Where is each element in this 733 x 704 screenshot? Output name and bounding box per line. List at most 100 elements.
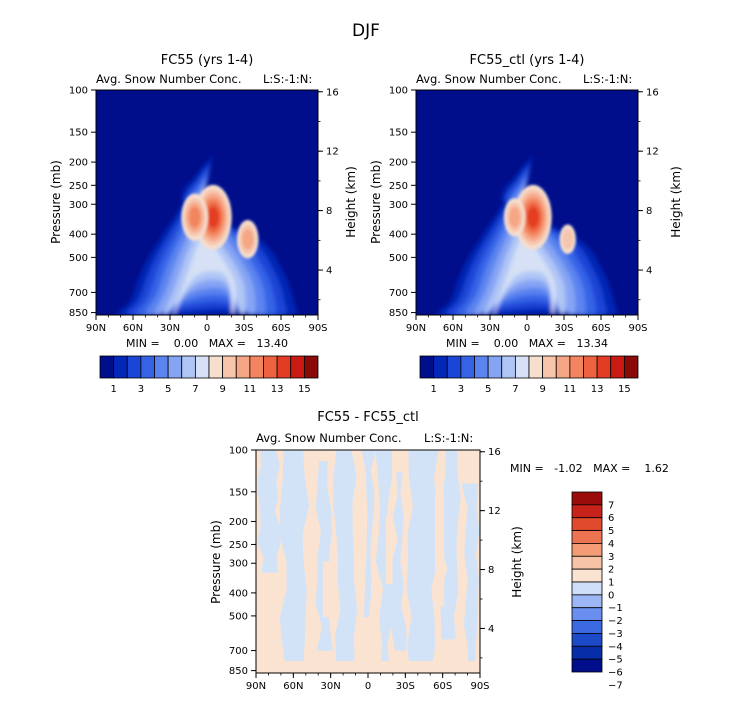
min-max-stats: MIN = -1.02 MAX = 1.62 bbox=[510, 462, 669, 475]
colorbar-swatch bbox=[571, 658, 603, 673]
x-tick-label: 90N bbox=[86, 323, 106, 334]
y-tick-label: 700 bbox=[229, 646, 248, 657]
snow-maximum bbox=[242, 228, 254, 250]
colorbar-label: 5 bbox=[485, 384, 491, 395]
heatmap-field bbox=[256, 450, 480, 673]
colorbar-swatch bbox=[501, 355, 516, 379]
colorbar-swatch bbox=[290, 355, 305, 379]
colorbar-label: 13 bbox=[591, 384, 604, 395]
colorbar-label: −4 bbox=[608, 642, 623, 653]
colorbar-swatch bbox=[181, 355, 196, 379]
y-tick-label: 700 bbox=[389, 288, 408, 299]
page-title: DJF bbox=[352, 21, 380, 41]
x-tick-label: 30N bbox=[321, 681, 341, 692]
x-tick-label: 90S bbox=[628, 323, 647, 334]
colorbar-label: 3 bbox=[458, 384, 464, 395]
colorbar-swatch bbox=[276, 355, 292, 379]
y2-tick-label: 8 bbox=[326, 206, 332, 217]
colorbar-label: 11 bbox=[564, 384, 577, 395]
x-tick-label: 0 bbox=[524, 323, 530, 334]
y-tick-label: 100 bbox=[389, 86, 408, 97]
y2-tick-label: 4 bbox=[488, 624, 494, 635]
negative-region bbox=[406, 450, 439, 673]
x-tick-label: 60N bbox=[443, 323, 463, 334]
colorbar-swatch bbox=[571, 555, 603, 570]
negative-region bbox=[461, 483, 480, 673]
x-tick-label: 90N bbox=[246, 681, 266, 692]
y-tick-label: 300 bbox=[389, 200, 408, 211]
negative-region bbox=[391, 472, 407, 651]
colorbar-label: 15 bbox=[298, 384, 311, 395]
colorbar-swatch bbox=[249, 355, 264, 379]
negative-region bbox=[257, 450, 281, 573]
colorbar-swatch bbox=[571, 491, 603, 506]
snow-maximum bbox=[509, 206, 521, 228]
colorbar-swatch bbox=[208, 355, 224, 379]
x-tick-label: 60S bbox=[591, 323, 610, 334]
colorbar-swatch bbox=[571, 543, 603, 557]
snow-maximum bbox=[527, 206, 539, 228]
y2-tick-label: 8 bbox=[488, 565, 494, 576]
colorbar-swatch bbox=[571, 568, 603, 583]
x-tick-label: 0 bbox=[365, 681, 371, 692]
colorbar-label: 3 bbox=[608, 552, 614, 563]
colorbar-swatch bbox=[596, 355, 612, 379]
x-tick-label: 30S bbox=[554, 323, 573, 334]
y-tick-label: 850 bbox=[389, 308, 408, 319]
y-tick-label: 200 bbox=[229, 517, 248, 528]
colorbar-swatch bbox=[126, 355, 142, 379]
y-tick-label: 500 bbox=[229, 611, 248, 622]
x-tick-label: 90S bbox=[470, 681, 489, 692]
colorbar-swatch bbox=[571, 594, 603, 609]
colorbar-swatch bbox=[571, 504, 603, 519]
colorbar-label: 2 bbox=[608, 565, 614, 576]
negative-region bbox=[333, 450, 358, 662]
colorbar-swatch bbox=[99, 355, 115, 379]
colorbar-label: 5 bbox=[165, 384, 171, 395]
y2-tick-label: 8 bbox=[646, 206, 652, 217]
panel-fc55: FC55 (yrs 1-4) Avg. Snow Number Conc. L:… bbox=[49, 53, 358, 395]
x-tick-label: 60N bbox=[283, 681, 303, 692]
y-tick-label: 300 bbox=[69, 200, 88, 211]
colorbar-swatch bbox=[542, 355, 557, 379]
colorbar-swatch bbox=[571, 633, 603, 647]
y-tick-label: 400 bbox=[229, 588, 248, 599]
heatmap-field bbox=[96, 90, 318, 315]
y2-tick-label: 12 bbox=[488, 506, 501, 517]
y-tick-label: 700 bbox=[69, 288, 88, 299]
heatmap-field bbox=[416, 90, 638, 315]
y-tick-label: 100 bbox=[69, 86, 88, 97]
colorbar-label: 7 bbox=[608, 500, 614, 511]
y2-tick-label: 16 bbox=[488, 447, 501, 458]
panel-title: FC55_ctl (yrs 1-4) bbox=[470, 53, 585, 68]
panel-corner-label: L:S:-1:N: bbox=[263, 72, 312, 86]
x-tick-label: 60N bbox=[123, 323, 143, 334]
colorbar-swatch bbox=[140, 355, 155, 379]
colorbar-swatch bbox=[571, 645, 603, 660]
negative-region bbox=[315, 461, 333, 651]
colorbar-swatch bbox=[154, 355, 169, 379]
colorbar-label: 0 bbox=[608, 590, 614, 601]
colorbar-label: −7 bbox=[608, 680, 623, 691]
colorbar-swatch bbox=[514, 355, 530, 379]
colorbar-swatch bbox=[571, 620, 603, 634]
colorbar-swatch bbox=[528, 355, 544, 379]
colorbar-swatch bbox=[419, 355, 435, 379]
positive-region bbox=[385, 516, 393, 584]
negative-region bbox=[361, 450, 377, 618]
y-axis-label: Pressure (mb) bbox=[209, 520, 223, 604]
y2-axis-label: Height (km) bbox=[344, 166, 358, 237]
negative-region bbox=[440, 450, 461, 640]
colorbar-swatch bbox=[569, 355, 584, 379]
colorbar-label: 15 bbox=[618, 384, 631, 395]
y-tick-label: 250 bbox=[389, 181, 408, 192]
colorbar-label: 1 bbox=[608, 578, 614, 589]
colorbar-label: 11 bbox=[244, 384, 257, 395]
panel-fc55-ctl: FC55_ctl (yrs 1-4) Avg. Snow Number Conc… bbox=[369, 53, 683, 395]
colorbar-swatch bbox=[167, 355, 183, 379]
colorbar-swatch bbox=[222, 355, 237, 379]
contour-band bbox=[493, 193, 556, 315]
x-tick-label: 30N bbox=[480, 323, 500, 334]
y-tick-label: 850 bbox=[229, 666, 248, 677]
